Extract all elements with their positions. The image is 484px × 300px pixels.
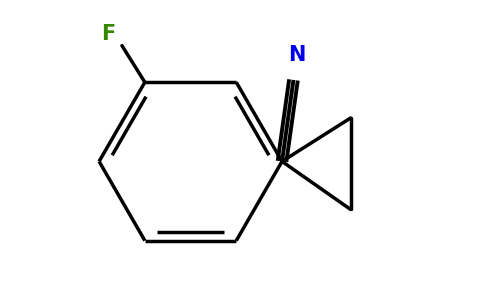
- Text: N: N: [288, 45, 305, 65]
- Text: F: F: [101, 24, 115, 44]
